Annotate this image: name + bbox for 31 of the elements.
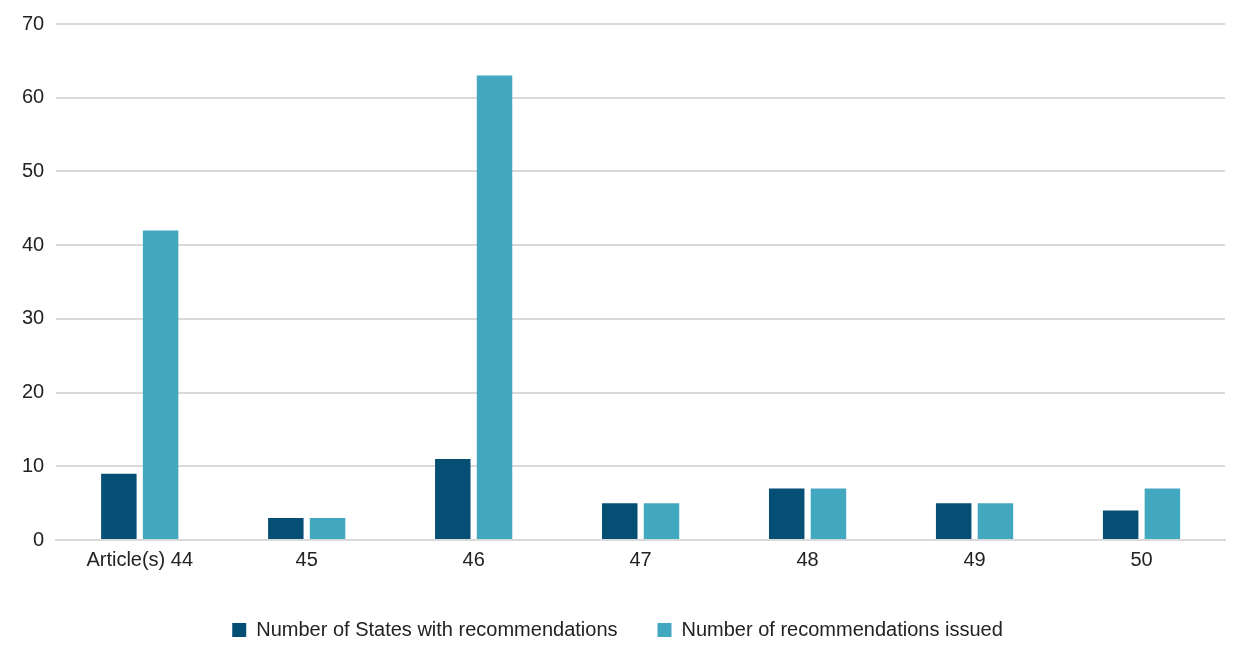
bar <box>977 503 1014 539</box>
bar <box>101 473 137 539</box>
y-tick-label: 50 <box>22 158 45 181</box>
x-tick-label: 50 <box>1130 547 1153 570</box>
legend-label: Number of States with recommendations <box>256 617 618 640</box>
bar <box>1102 510 1139 539</box>
y-tick-label: 20 <box>22 380 45 403</box>
bar <box>268 517 304 539</box>
bar <box>643 503 680 539</box>
x-tick-label: 49 <box>963 547 986 570</box>
x-tick-label: Article(s) 44 <box>86 547 194 570</box>
bar <box>768 488 805 539</box>
bar <box>142 230 179 539</box>
bar <box>810 488 847 539</box>
x-tick-label: 46 <box>462 547 485 570</box>
y-tick-label: 40 <box>22 232 45 255</box>
bar <box>1144 488 1181 539</box>
x-tick-label: 45 <box>295 547 318 570</box>
y-tick-label: 10 <box>22 453 45 476</box>
bar <box>435 458 471 539</box>
y-tick-label: 60 <box>22 85 45 108</box>
x-tick-label: 48 <box>796 547 819 570</box>
y-tick-label: 0 <box>33 527 45 550</box>
bar <box>476 75 513 539</box>
bar <box>309 517 346 539</box>
x-tick-label: 47 <box>629 547 652 570</box>
bar <box>602 503 638 539</box>
bar <box>935 503 972 539</box>
y-tick-label: 30 <box>22 306 45 329</box>
y-tick-label: 70 <box>22 11 45 34</box>
legend-label: Number of recommendations issued <box>681 617 1003 640</box>
